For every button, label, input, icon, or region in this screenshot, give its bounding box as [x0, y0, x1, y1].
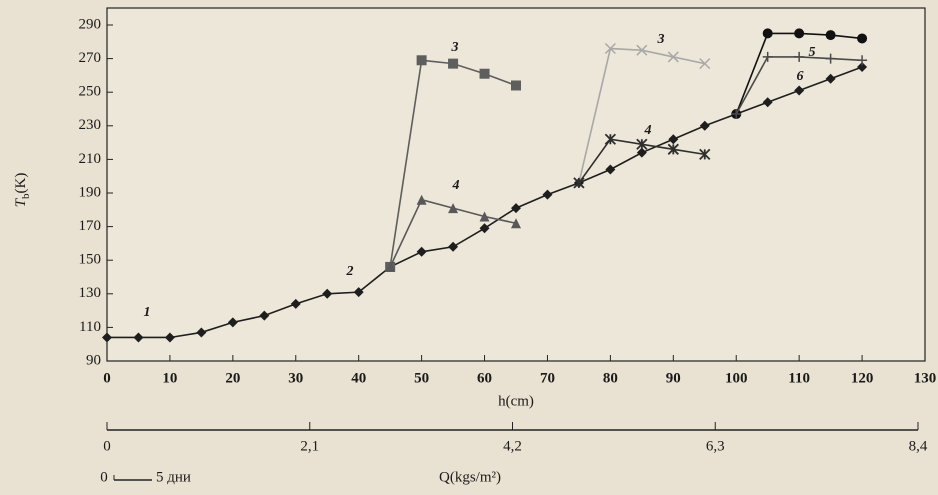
y-tick-label: 110 — [79, 319, 101, 335]
square-marker — [448, 58, 459, 69]
y-tick-label: 290 — [79, 16, 102, 32]
plus-marker — [825, 53, 836, 64]
x-tick-label: 90 — [666, 370, 681, 386]
y-tick-label: 130 — [79, 285, 102, 301]
y-tick-label: 230 — [79, 117, 102, 133]
y-label-main: T — [13, 197, 29, 207]
x-marker — [667, 51, 679, 63]
y-label-sub: b — [20, 193, 32, 199]
x-tick-label: 10 — [162, 370, 177, 386]
triangle-marker — [479, 211, 490, 222]
diamond-marker — [448, 241, 459, 252]
y-tick-label: 250 — [79, 84, 102, 100]
x-tick-label: 0 — [103, 370, 111, 386]
diamond-marker — [290, 298, 301, 309]
square-marker — [416, 55, 427, 66]
diamond-marker — [542, 189, 553, 200]
x2-axis-label: Q(kgs/m²) — [439, 469, 501, 485]
diamond-marker — [322, 288, 333, 299]
asterisk-marker — [699, 148, 711, 160]
x2-tick-label: 6,3 — [706, 438, 725, 454]
x2-tick-label: 2,1 — [300, 438, 319, 454]
x-tick-label: 70 — [540, 370, 555, 386]
x-tick-label: 50 — [414, 370, 429, 386]
diamond-marker — [133, 332, 144, 343]
x-tick-label: 20 — [225, 370, 240, 386]
x-marker — [699, 58, 711, 70]
x-axis-label: h(cm) — [498, 393, 534, 409]
diamond-marker — [511, 203, 521, 214]
y-tick-label: 90 — [86, 352, 101, 368]
x-tick-label: 100 — [725, 370, 748, 386]
curve-label: 2 — [346, 264, 354, 279]
diamond-marker — [102, 332, 112, 343]
plus-marker — [731, 109, 742, 120]
scale-end: 5 дни — [156, 469, 191, 485]
triangle-marker — [448, 203, 459, 214]
y-axis-label: Tb(K) — [13, 173, 31, 208]
y-tick-label: 150 — [79, 252, 102, 268]
curve-label: 4 — [644, 123, 652, 138]
diamond-marker — [825, 73, 836, 84]
plus-marker — [794, 51, 805, 62]
scale-start: 0 — [100, 469, 108, 485]
diamond-marker — [699, 120, 710, 131]
square-marker — [511, 80, 521, 91]
x-tick-label: 40 — [351, 370, 366, 386]
curve-label: 6 — [797, 69, 804, 84]
plus-marker — [762, 51, 773, 62]
circle-marker — [794, 28, 805, 39]
square-marker — [479, 68, 490, 79]
diamond-marker — [196, 327, 207, 338]
plus-marker — [857, 55, 868, 66]
y-label-unit: (K) — [13, 173, 29, 194]
x2-tick-label: 8,4 — [909, 438, 928, 454]
x-tick-label: 130 — [914, 370, 937, 386]
triangle-marker — [416, 194, 427, 205]
x-tick-label: 110 — [788, 370, 810, 386]
diamond-marker — [762, 97, 773, 108]
diamond-marker — [794, 85, 805, 96]
x-marker — [636, 44, 648, 56]
diamond-marker — [668, 134, 679, 145]
diamond-marker — [259, 310, 270, 321]
y-tick-label: 270 — [79, 50, 102, 66]
curve-label: 3 — [451, 40, 459, 55]
diamond-marker — [353, 287, 364, 298]
diamond-marker — [857, 62, 868, 72]
x2-tick-label: 4,2 — [503, 438, 522, 454]
circle-marker — [857, 33, 868, 44]
diamond-marker — [227, 317, 238, 328]
asterisk-marker — [636, 138, 648, 150]
plot-area — [106, 7, 926, 362]
x-marker — [604, 42, 616, 55]
x2-tick-label: 0 — [103, 438, 111, 454]
y-tick-label: 170 — [79, 218, 102, 234]
curve-label: 1 — [144, 305, 151, 320]
curve-label: 5 — [809, 45, 816, 60]
diamond-marker — [605, 164, 616, 175]
y-tick-label: 190 — [79, 184, 102, 200]
diamond-marker — [479, 223, 490, 234]
diamond-marker — [636, 147, 647, 158]
x-tick-label: 120 — [851, 370, 874, 386]
triangle-marker — [511, 218, 521, 229]
circle-marker — [762, 28, 773, 39]
x-tick-label: 60 — [477, 370, 492, 386]
curve-label: 4 — [452, 178, 460, 193]
x-tick-label: 80 — [603, 370, 618, 386]
curve-label: 3 — [657, 32, 665, 47]
asterisk-marker — [604, 133, 617, 145]
y-tick-label: 210 — [79, 151, 102, 167]
asterisk-marker — [573, 177, 585, 189]
x-tick-label: 30 — [288, 370, 303, 386]
diamond-marker — [164, 332, 175, 343]
triangle-marker — [385, 261, 396, 272]
asterisk-marker — [667, 143, 679, 155]
diamond-marker — [416, 246, 427, 257]
circle-marker — [825, 30, 836, 41]
